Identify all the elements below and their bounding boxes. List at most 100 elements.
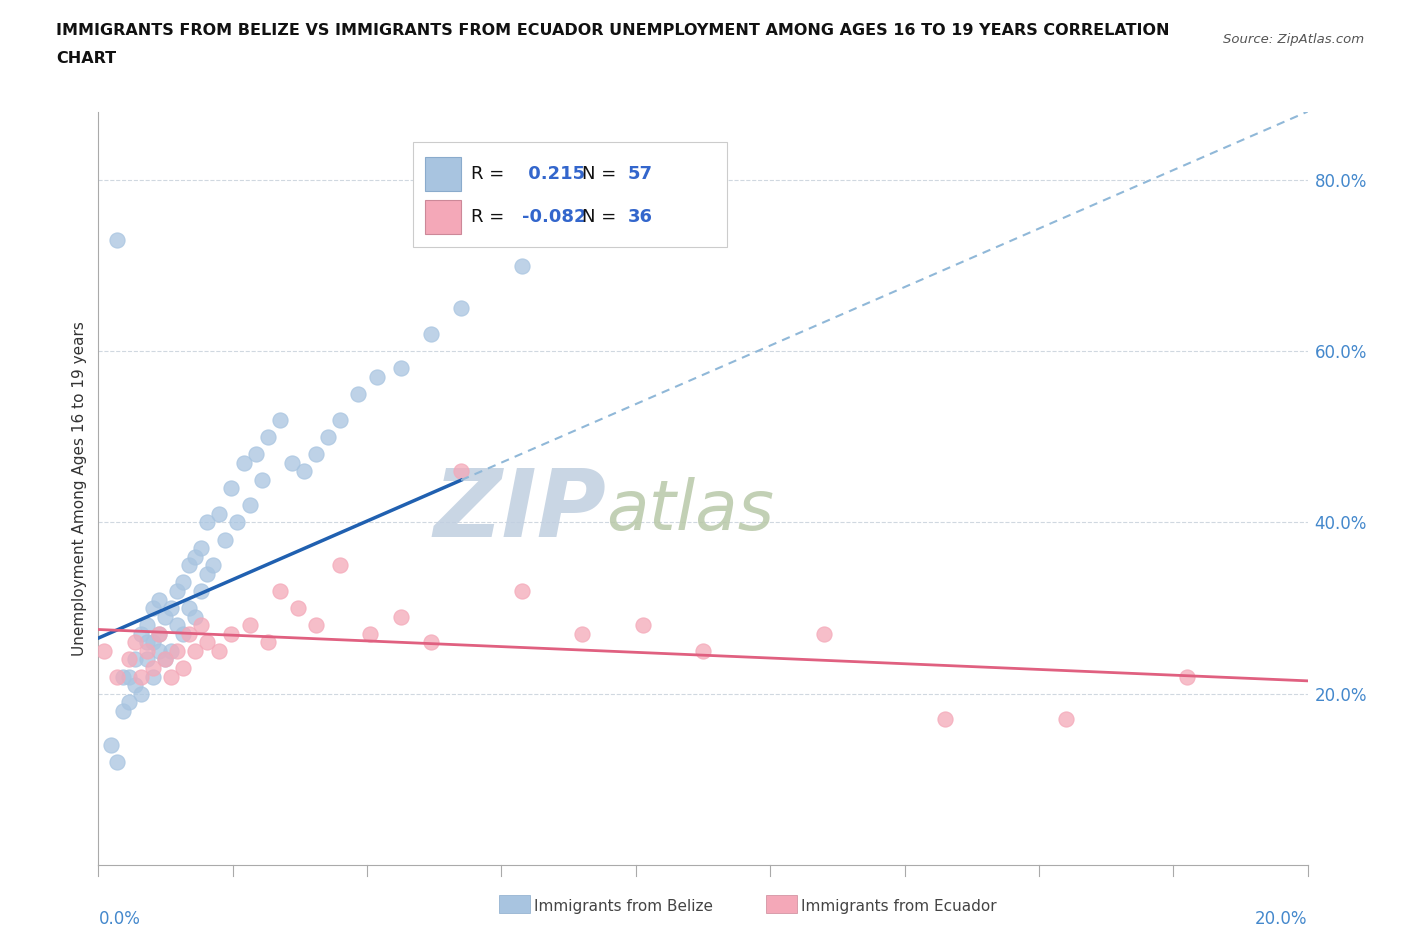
- Point: [450, 301, 472, 316]
- Point: [281, 455, 304, 470]
- Point: [142, 601, 165, 616]
- Point: [239, 618, 262, 632]
- Point: [142, 660, 165, 675]
- Point: [360, 626, 382, 641]
- Point: [329, 558, 352, 573]
- Point: [329, 412, 352, 427]
- Point: [389, 361, 412, 376]
- Point: [129, 626, 152, 641]
- Point: [153, 652, 176, 667]
- Point: [692, 644, 714, 658]
- Point: [366, 369, 388, 384]
- Point: [316, 430, 339, 445]
- Text: R =: R =: [471, 208, 505, 226]
- Point: [153, 609, 176, 624]
- Point: [190, 618, 212, 632]
- Point: [287, 601, 309, 616]
- Text: -0.082: -0.082: [522, 208, 586, 226]
- Text: IMMIGRANTS FROM BELIZE VS IMMIGRANTS FROM ECUADOR UNEMPLOYMENT AMONG AGES 16 TO : IMMIGRANTS FROM BELIZE VS IMMIGRANTS FRO…: [56, 23, 1170, 38]
- Point: [305, 446, 328, 461]
- Point: [208, 644, 231, 658]
- Point: [124, 635, 146, 650]
- Point: [510, 583, 533, 598]
- Point: [118, 695, 141, 710]
- Point: [148, 626, 170, 641]
- Text: 36: 36: [628, 208, 652, 226]
- Point: [105, 232, 128, 247]
- Point: [420, 635, 443, 650]
- Point: [510, 259, 533, 273]
- Point: [135, 652, 157, 667]
- Point: [179, 558, 201, 573]
- Text: Immigrants from Belize: Immigrants from Belize: [534, 899, 713, 914]
- Point: [347, 387, 370, 402]
- FancyBboxPatch shape: [413, 141, 727, 247]
- Point: [100, 737, 122, 752]
- Point: [269, 412, 291, 427]
- Point: [172, 626, 194, 641]
- Point: [221, 626, 243, 641]
- Point: [160, 644, 183, 658]
- Point: [232, 455, 254, 470]
- Point: [160, 670, 183, 684]
- Point: [214, 532, 236, 547]
- Point: [202, 558, 225, 573]
- Point: [129, 686, 152, 701]
- Point: [269, 583, 291, 598]
- Point: [135, 618, 157, 632]
- Text: 0.0%: 0.0%: [98, 910, 141, 928]
- Text: atlas: atlas: [606, 477, 775, 544]
- Point: [172, 660, 194, 675]
- Point: [172, 575, 194, 590]
- Point: [111, 670, 134, 684]
- Text: CHART: CHART: [56, 51, 117, 66]
- Point: [195, 635, 218, 650]
- Point: [179, 601, 201, 616]
- Point: [166, 618, 188, 632]
- Text: 0.215: 0.215: [522, 166, 585, 183]
- Point: [166, 644, 188, 658]
- Point: [256, 430, 278, 445]
- Point: [195, 515, 218, 530]
- Text: 57: 57: [628, 166, 652, 183]
- Point: [256, 635, 278, 650]
- Point: [184, 644, 207, 658]
- Point: [813, 626, 835, 641]
- Point: [142, 670, 165, 684]
- Point: [179, 626, 201, 641]
- Point: [111, 703, 134, 718]
- Point: [93, 644, 115, 658]
- Point: [153, 652, 176, 667]
- Point: [105, 755, 128, 770]
- Point: [571, 626, 593, 641]
- Point: [245, 446, 267, 461]
- Point: [305, 618, 328, 632]
- Text: Immigrants from Ecuador: Immigrants from Ecuador: [801, 899, 997, 914]
- Point: [135, 635, 157, 650]
- FancyBboxPatch shape: [425, 200, 461, 233]
- Point: [105, 670, 128, 684]
- Point: [118, 670, 141, 684]
- Text: R =: R =: [471, 166, 505, 183]
- Point: [208, 507, 231, 522]
- Point: [118, 652, 141, 667]
- Point: [190, 540, 212, 555]
- Point: [184, 550, 207, 565]
- Point: [250, 472, 273, 487]
- Point: [148, 626, 170, 641]
- Point: [934, 712, 956, 727]
- Point: [148, 592, 170, 607]
- Point: [190, 583, 212, 598]
- Point: [124, 678, 146, 693]
- Point: [389, 609, 412, 624]
- Y-axis label: Unemployment Among Ages 16 to 19 years: Unemployment Among Ages 16 to 19 years: [72, 321, 87, 656]
- Point: [166, 583, 188, 598]
- Text: N =: N =: [582, 208, 616, 226]
- Point: [148, 644, 170, 658]
- Point: [124, 652, 146, 667]
- Point: [1054, 712, 1077, 727]
- FancyBboxPatch shape: [425, 157, 461, 191]
- Text: Source: ZipAtlas.com: Source: ZipAtlas.com: [1223, 33, 1364, 46]
- Point: [160, 601, 183, 616]
- Point: [129, 670, 152, 684]
